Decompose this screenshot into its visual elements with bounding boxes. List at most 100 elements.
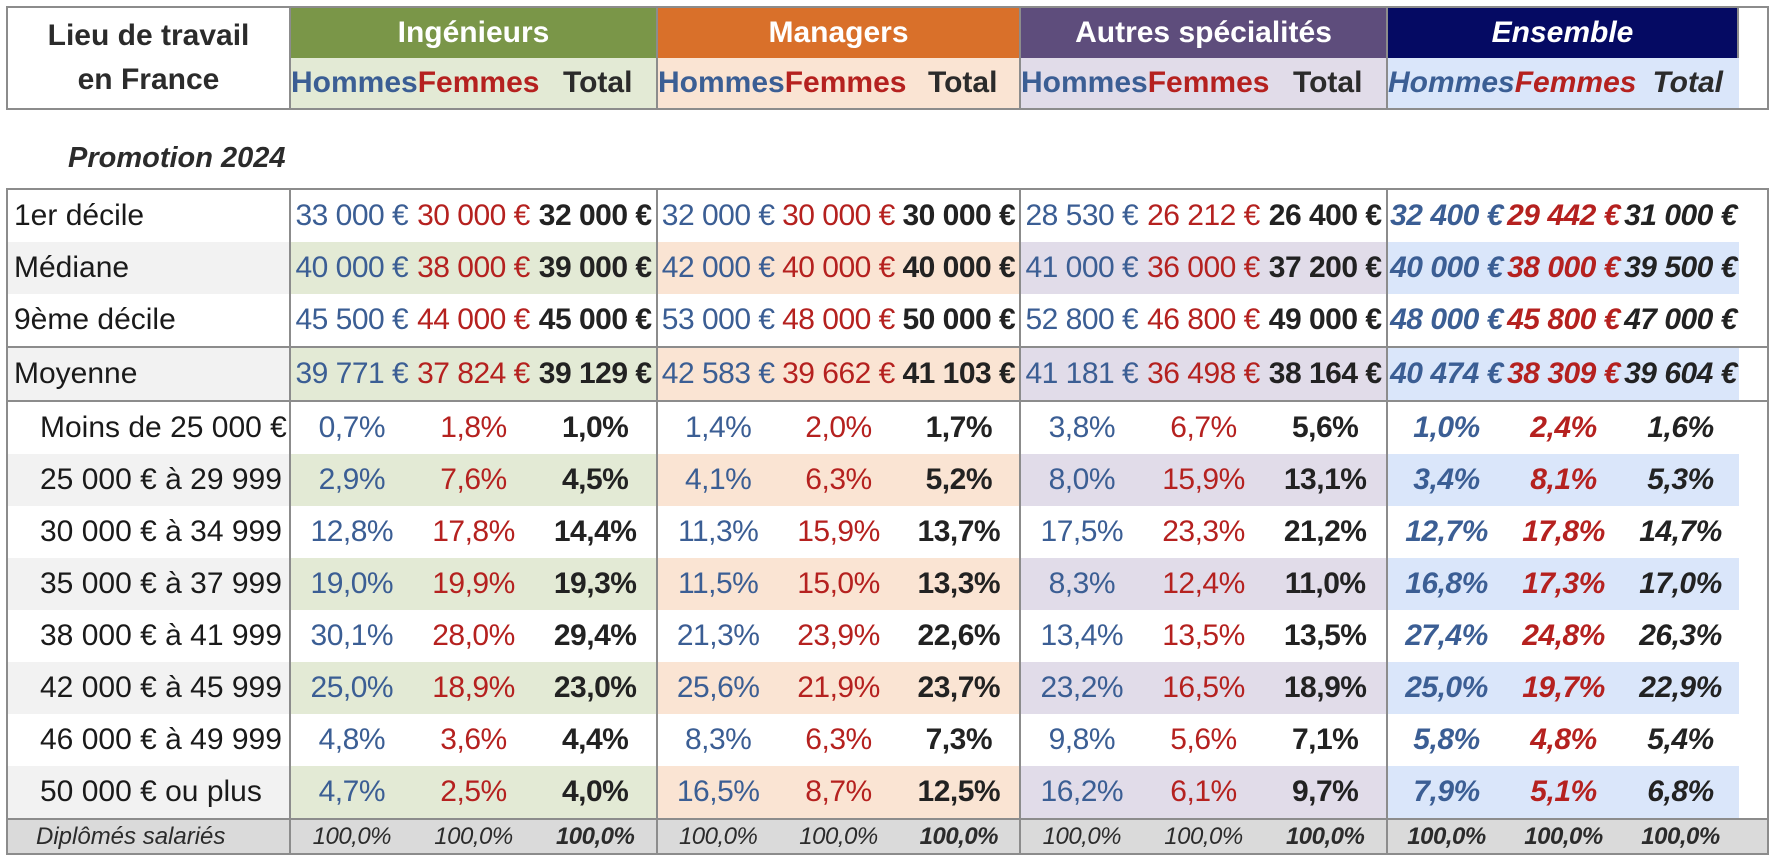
table-row: 50 000 € ou plus 4,7% 2,5% 4,0% 16,5% 8,7% 12,… [8,766,1767,818]
group-cell-autres: 28 530 €26 212 €26 400 € [1021,190,1388,242]
value-total: 13,7% [917,515,1001,548]
value-hommes: 5,8% [1413,723,1480,756]
value-hommes: 3,4% [1413,463,1480,496]
group-title-autres: Autres spécialités [1021,8,1388,58]
value-total: 45 000 € [538,303,652,336]
total-value-hommes: 100,0% [1407,822,1486,850]
subheader-total: Total [563,66,633,99]
subheader-autres: Hommes Femmes Total [1021,58,1388,108]
value-total: 13,1% [1283,463,1367,496]
value-femmes: 1,8% [440,411,507,444]
row-label: 38 000 € à 41 999 € [8,610,291,662]
value-total: 47 000 € [1624,303,1737,336]
subheader-femmes: Femmes [1514,66,1637,99]
group-cell-autres: 9,8% 5,6% 7,1% [1021,714,1388,766]
group-cell-autres: 3,8% 6,7% 5,6% [1021,402,1388,454]
value-femmes: 6,1% [1170,775,1237,808]
group-cell-ensemble: 40 000 €38 000 €39 500 € [1388,242,1739,294]
table-row: 1er décile 33 000 €30 000 €32 000 €32 000… [8,190,1767,242]
value-hommes: 25,6% [676,671,760,704]
group-cell-autres: 8,0% 15,9% 13,1% [1021,454,1388,506]
value-femmes: 38 309 € [1507,357,1620,390]
value-total: 4,5% [561,463,629,496]
value-total: 4,4% [561,723,629,756]
value-hommes: 16,8% [1405,567,1488,600]
group-cell-ensemble: 25,0% 19,7% 22,9% [1388,662,1739,714]
group-cell-managers: 25,6% 21,9% 23,7% [658,662,1021,714]
group-cell-ensemble: 12,7% 17,8% 14,7% [1388,506,1739,558]
value-hommes: 40 000 € [1390,251,1503,284]
value-femmes: 2,4% [1530,411,1597,444]
group-cell-ingenieurs: 2,9% 7,6% 4,5% [291,454,658,506]
total-value-femmes: 100,0% [434,822,513,850]
value-total: 5,6% [1291,411,1359,444]
subheader-femmes: Femmes [1147,66,1270,99]
group-cell-ingenieurs: 30,1% 28,0% 29,4% [291,610,658,662]
total-value-hommes: 100,0% [312,822,392,850]
group-title-managers: Managers [658,8,1021,58]
subheader-hommes: Hommes [291,66,418,99]
value-femmes: 40 000 € [782,251,895,284]
value-hommes: 1,0% [1413,411,1480,444]
table-row: 35 000 € à 37 999 €19,0% 19,9% 19,3% 11,5% 1… [8,558,1767,610]
row-label: 25 000 € à 29 999 € [8,454,291,506]
value-hommes: 7,9% [1413,775,1480,808]
group-cell-ensemble: 1,0% 2,4% 1,6% [1388,402,1739,454]
value-hommes: 33 000 € [295,199,409,232]
value-femmes: 17,8% [432,515,515,548]
value-femmes: 16,5% [1162,671,1245,704]
total-row-label: Diplômés salariés [8,820,291,853]
value-hommes: 8,3% [684,723,752,756]
value-hommes: 40 000 € [295,251,409,284]
group-cell-autres: 17,5% 23,3% 21,2% [1021,506,1388,558]
value-hommes: 0,7% [318,411,386,444]
group-cell-ensemble: 5,8% 4,8% 5,4% [1388,714,1739,766]
group-cell-autres: 41 181 €36 498 €38 164 € [1021,348,1388,400]
table-row: Moins de 25 000 € 0,7% 1,8% 1,0% 1,4% 2,0% 1,7… [8,400,1767,454]
value-total: 23,7% [917,671,1001,704]
value-hommes: 41 181 € [1025,357,1139,390]
group-title-ensemble: Ensemble [1388,8,1739,58]
value-total: 30 000 € [902,199,1016,232]
group-cell-managers: 32 000 €30 000 €30 000 € [658,190,1021,242]
value-hommes: 27,4% [1405,619,1488,652]
salary-table: 1er décile 33 000 €30 000 €32 000 €32 000… [6,188,1769,855]
value-femmes: 17,8% [1522,515,1605,548]
subheader-femmes: Femmes [784,66,907,99]
value-femmes: 15,9% [1162,463,1245,496]
subheader-managers: Hommes Femmes Total [658,58,1021,108]
table-row: Médiane 40 000 €38 000 €39 000 €42 000 €4… [8,242,1767,294]
group-title-ingenieurs: Ingénieurs [291,8,658,58]
value-hommes: 12,7% [1405,515,1488,548]
value-femmes: 12,4% [1162,567,1245,600]
value-hommes: 45 500 € [295,303,409,336]
row-label: 42 000 € à 45 999 € [8,662,291,714]
location-header: Lieu de travail en France [8,8,291,108]
location-header-line1: Lieu de travail [47,19,250,52]
value-total: 31 000 € [1624,199,1737,232]
subheader-hommes: Hommes [658,66,785,99]
group-cell-ensemble: 32 400 €29 442 €31 000 € [1388,190,1739,242]
value-hommes: 2,9% [318,463,386,496]
value-femmes: 24,8% [1522,619,1605,652]
value-femmes: 46 800 € [1147,303,1260,336]
value-femmes: 39 662 € [782,357,895,390]
value-total: 18,9% [1283,671,1367,704]
value-total: 6,8% [1647,775,1714,808]
value-hommes: 21,3% [676,619,760,652]
value-hommes: 11,5% [677,567,759,600]
value-hommes: 48 000 € [1390,303,1503,336]
value-total: 13,5% [1283,619,1367,652]
value-total: 1,0% [561,411,629,444]
value-femmes: 26 212 € [1147,199,1260,232]
value-femmes: 19,7% [1522,671,1605,704]
value-femmes: 5,1% [1530,775,1597,808]
value-femmes: 37 824 € [417,357,530,390]
total-cell-managers: 100,0% 100,0% 100,0% [658,820,1021,853]
value-femmes: 17,3% [1522,567,1605,600]
value-hommes: 42 000 € [661,251,775,284]
group-cell-ingenieurs: 12,8% 17,8% 14,4% [291,506,658,558]
value-hommes: 4,8% [318,723,386,756]
value-total: 14,4% [553,515,637,548]
value-total: 7,1% [1291,723,1359,756]
